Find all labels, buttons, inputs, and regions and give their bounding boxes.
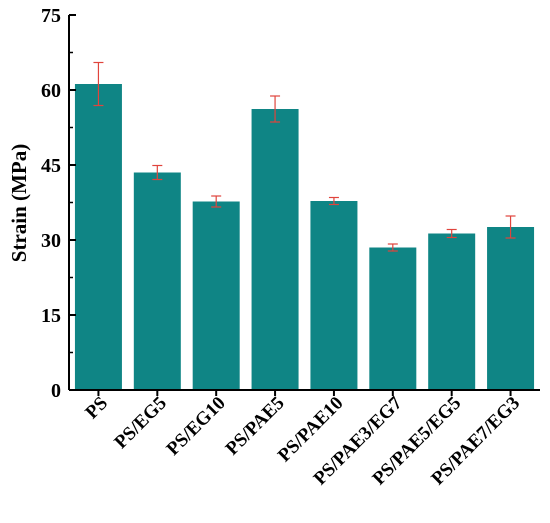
y-tick-label: 30 [41,230,61,252]
bar [133,172,181,390]
y-tick-label: 60 [41,80,61,102]
error-bar [270,95,281,123]
error-bar [328,196,339,206]
y-axis-title: Strain (MPa) [7,144,31,262]
error-bar [387,243,398,252]
plot-area: 01530456075PSPS/EG5PS/EG10PS/PAE5PS/PAE1… [41,5,540,489]
bar [74,84,122,390]
bar [369,247,417,390]
y-tick-label: 15 [41,305,61,327]
y-tick-label: 45 [41,155,61,177]
x-tick-label: PS/EG5 [110,393,170,453]
error-bar [93,61,104,107]
y-tick-label: 0 [51,380,61,402]
error-bar [152,164,163,181]
x-tick-label: PS [81,393,112,424]
bar [192,201,240,390]
bar [428,233,476,390]
x-tick-label: PS/EG10 [163,393,230,460]
error-bar [505,215,516,239]
error-bar [446,228,457,239]
error-bar [211,195,222,208]
bar [487,227,535,390]
y-tick-label: 75 [41,5,61,27]
bar [251,109,299,390]
bar [310,201,358,390]
